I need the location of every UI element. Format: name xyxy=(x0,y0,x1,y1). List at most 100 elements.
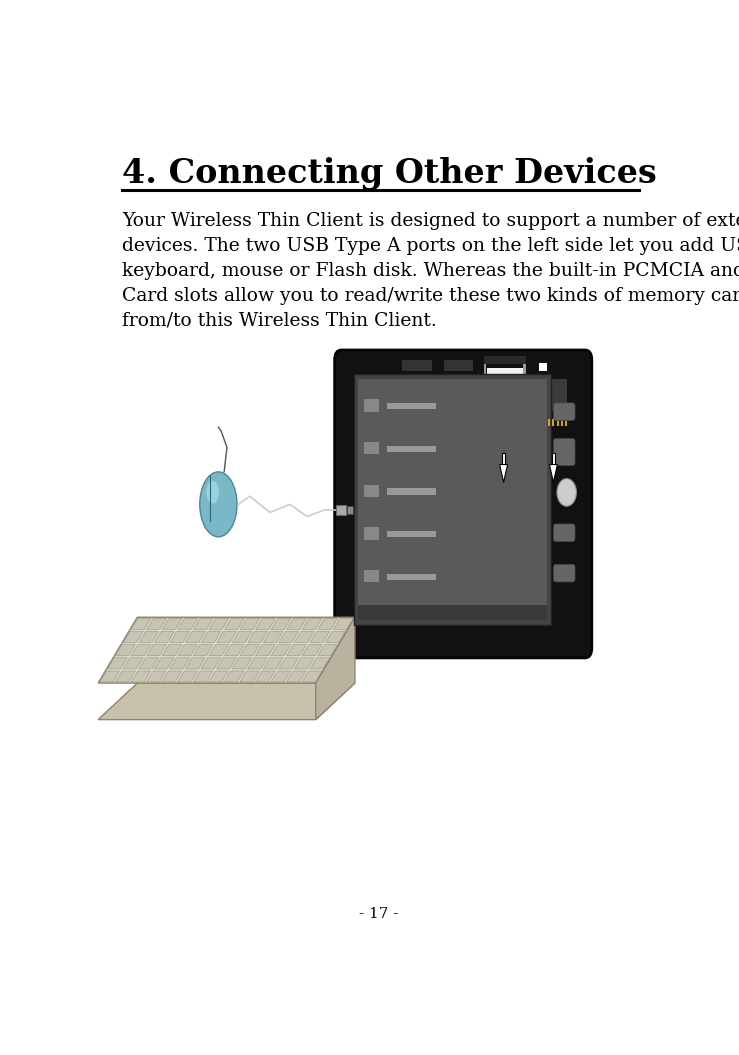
Polygon shape xyxy=(170,632,190,642)
Bar xyxy=(561,419,563,426)
Polygon shape xyxy=(240,618,260,630)
Polygon shape xyxy=(139,657,159,669)
Polygon shape xyxy=(132,618,151,630)
Polygon shape xyxy=(240,645,259,656)
Polygon shape xyxy=(225,645,244,656)
Bar xyxy=(364,570,379,582)
Polygon shape xyxy=(217,657,236,669)
Polygon shape xyxy=(500,464,508,482)
Bar xyxy=(483,364,486,441)
Polygon shape xyxy=(240,671,259,682)
Polygon shape xyxy=(163,618,182,630)
Polygon shape xyxy=(178,618,197,630)
Polygon shape xyxy=(115,645,135,656)
Polygon shape xyxy=(154,657,174,669)
Bar xyxy=(548,419,550,426)
Polygon shape xyxy=(178,645,197,656)
Polygon shape xyxy=(131,671,151,682)
Polygon shape xyxy=(201,632,221,642)
Bar xyxy=(502,454,505,464)
Text: - 17 -: - 17 - xyxy=(359,907,398,921)
Bar xyxy=(539,419,542,426)
Polygon shape xyxy=(302,645,321,656)
Bar xyxy=(354,375,551,625)
Polygon shape xyxy=(287,671,306,682)
Polygon shape xyxy=(256,645,275,656)
Polygon shape xyxy=(177,671,197,682)
Polygon shape xyxy=(201,657,221,669)
Polygon shape xyxy=(194,645,213,656)
Bar xyxy=(387,531,437,537)
Polygon shape xyxy=(333,618,353,630)
Polygon shape xyxy=(318,618,338,630)
Polygon shape xyxy=(302,618,322,630)
Bar xyxy=(402,360,432,371)
Bar xyxy=(364,442,379,455)
Text: 4. Connecting Other Devices: 4. Connecting Other Devices xyxy=(122,157,656,191)
Polygon shape xyxy=(232,632,252,642)
Bar xyxy=(551,454,555,464)
Bar xyxy=(544,419,546,426)
Bar xyxy=(358,379,547,620)
FancyBboxPatch shape xyxy=(335,350,592,658)
Polygon shape xyxy=(271,618,291,630)
Polygon shape xyxy=(123,632,143,642)
Bar xyxy=(540,379,567,410)
Bar xyxy=(565,419,567,426)
Polygon shape xyxy=(310,632,330,642)
Bar xyxy=(539,363,568,426)
Bar xyxy=(523,364,526,441)
Polygon shape xyxy=(217,632,236,642)
Polygon shape xyxy=(98,683,355,720)
Polygon shape xyxy=(302,671,321,682)
Polygon shape xyxy=(326,632,345,642)
Polygon shape xyxy=(279,632,299,642)
Polygon shape xyxy=(310,657,330,669)
Polygon shape xyxy=(209,671,228,682)
Polygon shape xyxy=(185,632,205,642)
Text: Your Wireless Thin Client is designed to support a number of external
devices. T: Your Wireless Thin Client is designed to… xyxy=(122,212,739,330)
Polygon shape xyxy=(163,645,182,656)
FancyBboxPatch shape xyxy=(554,524,575,541)
Bar xyxy=(336,505,346,515)
Polygon shape xyxy=(294,657,314,669)
Bar xyxy=(364,484,379,497)
Polygon shape xyxy=(263,657,283,669)
Polygon shape xyxy=(123,657,143,669)
Bar xyxy=(387,445,437,452)
Ellipse shape xyxy=(206,481,219,503)
Bar xyxy=(364,528,379,540)
Polygon shape xyxy=(549,464,557,482)
Polygon shape xyxy=(248,632,268,642)
Bar xyxy=(347,506,353,514)
Polygon shape xyxy=(194,618,213,630)
Polygon shape xyxy=(209,645,228,656)
Bar xyxy=(552,419,554,426)
Ellipse shape xyxy=(200,472,237,537)
Polygon shape xyxy=(318,645,338,656)
Bar xyxy=(483,357,526,449)
Polygon shape xyxy=(225,671,244,682)
Polygon shape xyxy=(316,617,355,720)
Polygon shape xyxy=(287,618,307,630)
Bar xyxy=(487,368,522,439)
Polygon shape xyxy=(132,645,151,656)
Polygon shape xyxy=(146,671,166,682)
Bar xyxy=(483,357,526,364)
FancyBboxPatch shape xyxy=(554,564,575,582)
Polygon shape xyxy=(193,671,213,682)
Polygon shape xyxy=(139,632,159,642)
Polygon shape xyxy=(162,671,182,682)
Polygon shape xyxy=(279,657,299,669)
Polygon shape xyxy=(147,645,166,656)
Polygon shape xyxy=(294,632,314,642)
Polygon shape xyxy=(539,363,547,371)
Polygon shape xyxy=(115,671,135,682)
Polygon shape xyxy=(209,618,228,630)
Polygon shape xyxy=(100,671,120,682)
Polygon shape xyxy=(287,645,306,656)
Bar xyxy=(387,488,437,495)
Polygon shape xyxy=(98,617,355,683)
Polygon shape xyxy=(170,657,190,669)
Polygon shape xyxy=(108,657,127,669)
